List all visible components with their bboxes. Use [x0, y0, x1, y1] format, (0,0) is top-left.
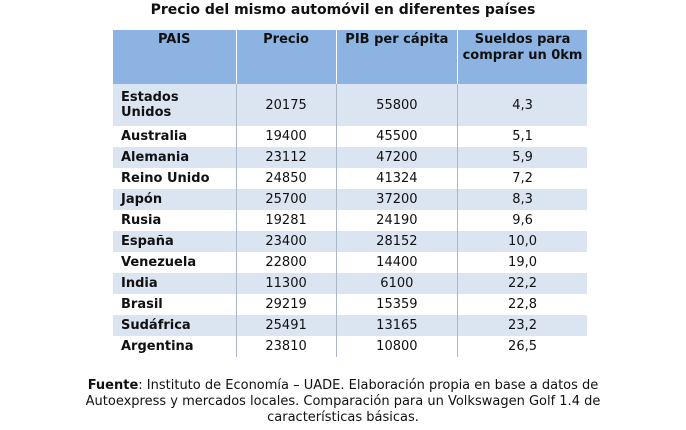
table-cell: 10800: [335, 336, 458, 357]
table-cell: Australia: [121, 129, 188, 144]
table-row: Venezuela 22800 14400 19,0: [113, 252, 587, 273]
table-cell: España: [113, 231, 237, 252]
table-cell: 22,2: [457, 273, 587, 294]
table-cell: 10,0: [457, 231, 587, 252]
table-cell: 25700: [235, 189, 337, 210]
table-cell: 6100: [335, 273, 458, 294]
table-cell: Reino Unido: [121, 171, 210, 186]
table-row: Australia 19400 45500 5,1: [113, 126, 587, 147]
table-cell: 19,0: [457, 252, 587, 273]
header-row: PAIS Precio PIB per cápita Sueldos para …: [113, 30, 587, 84]
table-row: Brasil 29219 15359 22,8: [113, 294, 587, 315]
table-cell: Rusia: [121, 213, 162, 228]
table-cell: 24190: [335, 210, 458, 231]
table-cell: 14400: [335, 252, 458, 273]
table-row: España 23400 28152 10,0: [113, 231, 587, 252]
table-body: Estados Unidos 20175 55800 4,3 Australia 1940…: [113, 84, 587, 357]
table-cell: 5,9: [457, 147, 587, 168]
table-cell: 13165: [335, 315, 458, 336]
table-cell: 55800: [335, 84, 458, 126]
table-cell: 25491: [235, 315, 337, 336]
table-row: Rusia 19281 24190 9,6: [113, 210, 587, 231]
table-cell: India: [113, 273, 237, 294]
table-cell: 11300: [235, 273, 337, 294]
data-table: PAIS Precio PIB per cápita Sueldos para …: [113, 30, 587, 357]
table-row: Reino Unido 24850 41324 7,2: [113, 168, 587, 189]
table-cell: 29219: [235, 294, 337, 315]
footer: Fuente: Instituto de Economía – UADE. El…: [70, 378, 616, 426]
table-cell: 37200: [335, 189, 458, 210]
title: Precio del mismo automóvil en diferentes…: [150, 2, 536, 18]
footer-text: : Instituto de Economía – UADE. Elaborac…: [85, 378, 601, 425]
header-cell: Sueldos para comprar un 0km: [457, 30, 587, 84]
table-row: Alemania 23112 47200 5,9: [113, 147, 587, 168]
header-cell: PIB per cápita: [335, 30, 458, 84]
table-cell: Venezuela: [121, 255, 197, 270]
table-cell: 9,6: [457, 210, 587, 231]
table-cell: 23810: [235, 336, 337, 357]
table-cell: 41324: [335, 168, 458, 189]
table-cell: 22,8: [457, 294, 587, 315]
table-cell: Argentina: [121, 339, 194, 354]
table-cell: Alemania: [113, 147, 237, 168]
table-cell: 45500: [335, 126, 458, 147]
table-row: India 11300 6100 22,2: [113, 273, 587, 294]
table-row: Japón 25700 37200 8,3: [113, 189, 587, 210]
table-cell: 28152: [335, 231, 458, 252]
header-cell: Precio: [235, 30, 337, 84]
table-cell: 8,3: [457, 189, 587, 210]
table-row: Argentina 23810 10800 26,5: [113, 336, 587, 357]
table-cell: Sudáfrica: [113, 315, 237, 336]
table-cell: 24850: [235, 168, 337, 189]
table-cell: 7,2: [457, 168, 587, 189]
table-row: Sudáfrica 25491 13165 23,2: [113, 315, 587, 336]
table-cell: 4,3: [457, 84, 587, 126]
table-cell: Japón: [113, 189, 237, 210]
header-cell: PAIS: [113, 30, 237, 84]
table-cell: 19281: [235, 210, 337, 231]
table-cell: 23,2: [457, 315, 587, 336]
table-cell: 20175: [235, 84, 337, 126]
table-cell: 23112: [235, 147, 337, 168]
table-row: Estados Unidos 20175 55800 4,3: [113, 84, 587, 126]
table-cell: Brasil: [121, 297, 163, 312]
table-cell: 5,1: [457, 126, 587, 147]
table-cell: Estados Unidos: [113, 84, 237, 126]
table-cell: 26,5: [457, 336, 587, 357]
table-cell: 15359: [335, 294, 458, 315]
table-cell: 47200: [335, 147, 458, 168]
table-cell: 23400: [235, 231, 337, 252]
table-cell: 22800: [235, 252, 337, 273]
table-cell: 19400: [235, 126, 337, 147]
footer-label: Fuente: [87, 378, 139, 393]
